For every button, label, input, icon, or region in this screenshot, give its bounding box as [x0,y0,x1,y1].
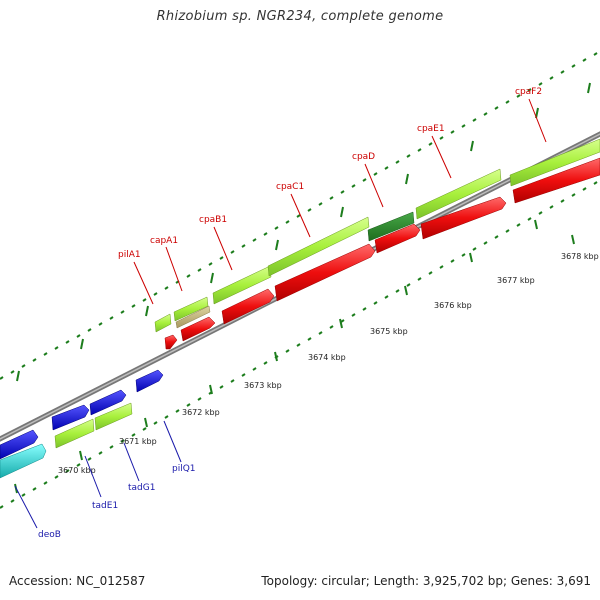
upper-tick-row [0,52,598,380]
leader-deoB [14,485,38,529]
gene-label-pilQ1: pilQ1 [172,464,196,474]
gene-label-cpaB1: cpaB1 [199,215,227,225]
cds-tadG1[interactable] [89,389,127,416]
cds-cpaE1[interactable] [415,168,502,220]
leader-cpaD [364,163,384,208]
lower-tick-row [0,181,598,509]
leader-cpaE1 [431,135,452,179]
leader-cpaC1 [290,193,311,238]
cds-pilQ1[interactable] [135,369,164,393]
leader-pilA1 [133,261,154,305]
cds-red-cpaF2[interactable] [512,157,600,204]
cds-red-pilA1[interactable] [164,334,178,350]
gene-label-cpaE1: cpaE1 [417,124,445,134]
cds-cpaF2[interactable] [509,138,600,187]
scale-label-3674: 3674 kbp [308,353,346,362]
leader-pilQ1 [163,420,182,463]
cds-capA1-green[interactable] [173,296,209,322]
cds-pilA1[interactable] [154,313,172,333]
cds-tadE1[interactable] [51,404,90,431]
cds-lower-green-a[interactable] [54,418,95,449]
leader-tadG1 [123,442,140,482]
lower-major-ticks [14,219,575,494]
cds-red-cpaD[interactable] [374,223,421,254]
cds-cpaD[interactable] [367,211,415,242]
gene-label-cpaD: cpaD [352,152,375,162]
scale-label-3671: 3671 kbp [119,437,157,446]
leader-cpaF2 [528,98,547,143]
gene-label-pilA1: pilA1 [118,250,141,260]
upper-major-ticks [16,82,591,382]
gene-label-deoB: deoB [38,530,61,540]
cds-deoB[interactable] [0,429,39,460]
scale-label-3672: 3672 kbp [182,408,220,417]
accession-label: Accession: NC_012587 [9,574,146,588]
scale-label-3675: 3675 kbp [370,327,408,336]
cds-red-cpaC1[interactable] [274,243,376,302]
map-title: Rhizobium sp. NGR234, complete genome [156,9,444,24]
cds-red-capA1[interactable] [180,316,216,342]
gene-label-capA1: capA1 [150,236,178,246]
gene-label-tadG1: tadG1 [128,483,155,493]
leader-tadE1 [84,455,102,498]
cds-red-cpaB1[interactable] [221,288,275,325]
gene-label-tadE1: tadE1 [92,501,118,511]
cds-red-cpaE1[interactable] [420,196,507,240]
cds-deoB-cyan[interactable] [0,443,47,479]
scale-label-3677: 3677 kbp [497,276,535,285]
cds-lower-green-b[interactable] [94,402,133,431]
cds-cpaC1[interactable] [267,216,370,277]
scale-label-3676: 3676 kbp [434,301,472,310]
scale-label-3678: 3678 kbp [561,252,599,261]
leader-cpaB1 [213,226,233,271]
scale-label-3673: 3673 kbp [244,381,282,390]
leader-capA1 [165,246,183,292]
topology-summary: Topology: circular; Length: 3,925,702 bp… [261,574,591,588]
scale-label-3670: 3670 kbp [58,466,96,475]
gene-label-cpaF2: cpaF2 [515,87,542,97]
cds-cpaB1[interactable] [212,265,272,305]
cds-capA1-olive[interactable] [175,305,211,329]
gene-label-cpaC1: cpaC1 [276,182,304,192]
